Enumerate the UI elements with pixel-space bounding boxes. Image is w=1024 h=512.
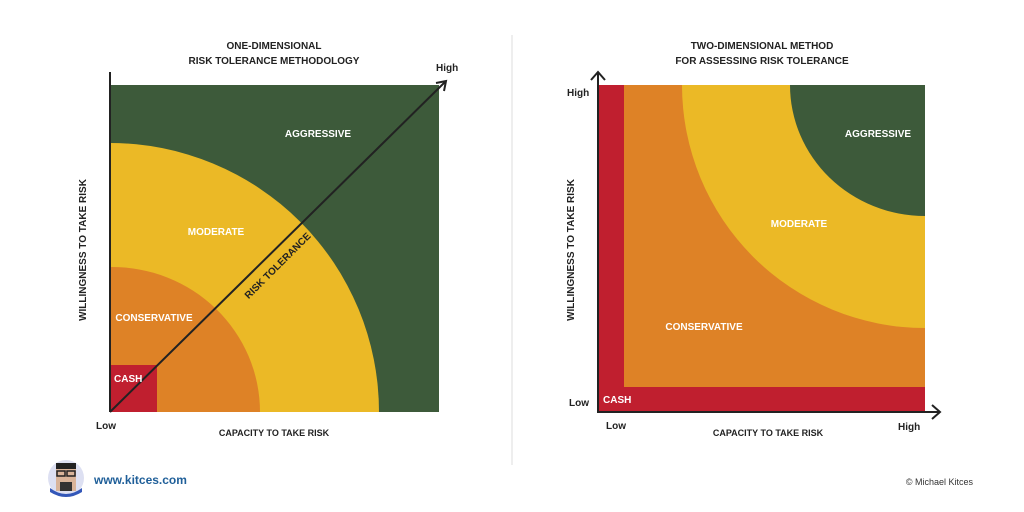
arrow-head-icon <box>435 79 448 92</box>
label-moderate: MODERATE <box>188 227 245 238</box>
left-x-label: CAPACITY TO TAKE RISK <box>219 428 330 438</box>
label-aggressive: AGGRESSIVE <box>285 129 351 140</box>
label-conservative: CONSERVATIVE <box>665 322 743 333</box>
label-cash: CASH <box>114 374 142 385</box>
y-low-label: Low <box>569 398 589 409</box>
kitces-avatar-logo <box>48 460 84 497</box>
right-x-label: CAPACITY TO TAKE RISK <box>713 428 824 438</box>
x-low-label: Low <box>606 421 626 432</box>
label-cash: CASH <box>603 395 631 406</box>
x-high-label: High <box>898 422 920 433</box>
left-high-label: High <box>436 63 458 74</box>
arrow-up-icon <box>590 70 606 81</box>
right-y-label: WILLINGNESS TO TAKE RISK <box>566 178 577 321</box>
left-low-label: Low <box>96 421 116 432</box>
label-moderate: MODERATE <box>771 219 828 230</box>
right-diagram: TWO-DIMENSIONAL METHOD FOR ASSESSING RIS… <box>566 41 942 438</box>
left-title-line1: ONE-DIMENSIONAL <box>227 41 322 52</box>
copyright: © Michael Kitces <box>906 477 974 487</box>
right-title-line2: FOR ASSESSING RISK TOLERANCE <box>675 56 849 67</box>
risk-tolerance-line <box>109 81 446 413</box>
zone-aggressive <box>790 85 925 216</box>
website-link[interactable]: www.kitces.com <box>93 473 187 487</box>
left-title-line2: RISK TOLERANCE METHODOLOGY <box>189 56 360 67</box>
label-conservative: CONSERVATIVE <box>115 313 193 324</box>
right-title-line1: TWO-DIMENSIONAL METHOD <box>691 41 834 52</box>
left-y-label: WILLINGNESS TO TAKE RISK <box>78 178 89 321</box>
y-high-label: High <box>567 88 589 99</box>
label-aggressive: AGGRESSIVE <box>845 129 911 140</box>
arrow-right-icon <box>931 404 942 420</box>
left-diagram: ONE-DIMENSIONAL RISK TOLERANCE METHODOLO… <box>78 41 458 438</box>
